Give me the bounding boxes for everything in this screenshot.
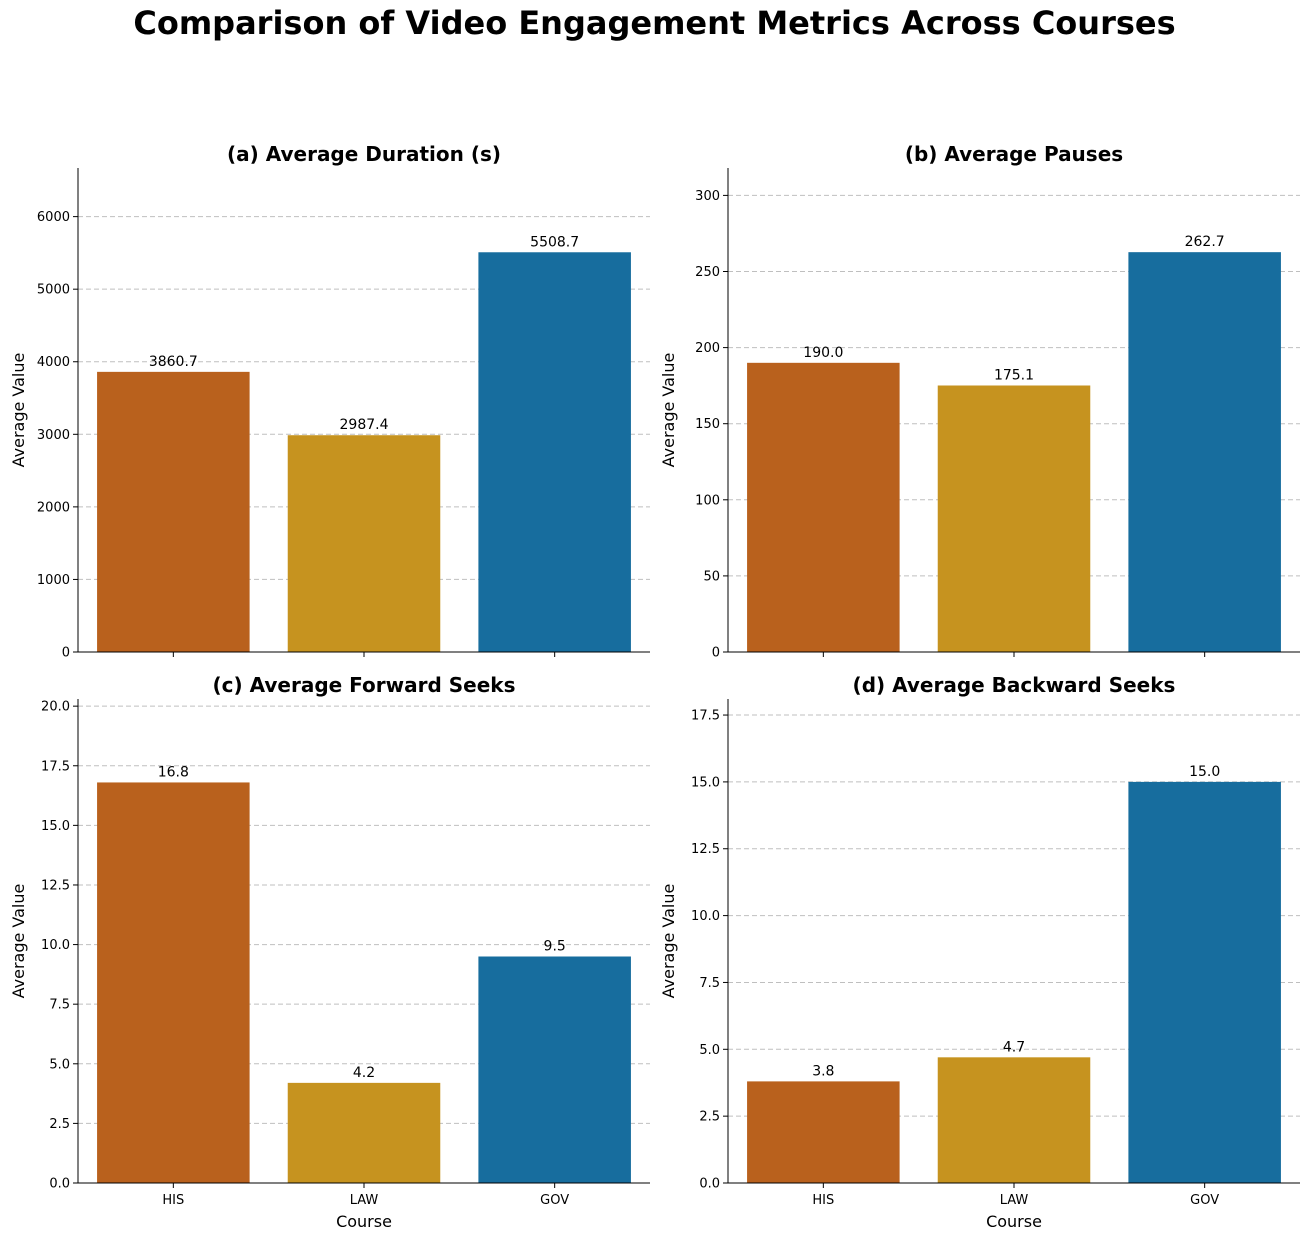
- y-tick-label: 150: [695, 417, 720, 432]
- y-tick-label: 12.5: [41, 878, 70, 893]
- y-tick-label: 100: [695, 493, 720, 508]
- chart-panel-a: 3860.7 2987.4 5508.7 0 1000 2000 3000 4000 5000 6…: [9, 142, 650, 661]
- y-tick-label: 17.5: [41, 759, 70, 774]
- y-axis-label: Average Value: [659, 353, 678, 468]
- y-tick-label: 20.0: [41, 700, 70, 715]
- y-tick-label: 6000: [37, 210, 70, 225]
- bar-gov: [1128, 252, 1281, 652]
- data-label-gov: 15.0: [1189, 764, 1220, 780]
- y-tick-label: 250: [695, 265, 720, 280]
- data-label-gov: 9.5: [544, 938, 566, 954]
- y-tick-label: 10.0: [691, 909, 720, 924]
- data-label-law: 4.7: [1003, 1039, 1025, 1055]
- data-label-law: 2987.4: [340, 417, 389, 433]
- y-tick-label: 0.0: [49, 1177, 70, 1192]
- y-tick-label: 4000: [37, 355, 70, 370]
- data-label-law: 4.2: [353, 1065, 375, 1081]
- y-tick-label: 7.5: [699, 976, 720, 991]
- x-axis-label: Course: [986, 1212, 1042, 1231]
- y-tick-label: 0.0: [699, 1177, 720, 1192]
- x-tick-label: HIS: [812, 1193, 834, 1208]
- bar-law: [937, 385, 1091, 652]
- y-tick-label: 2000: [37, 500, 70, 515]
- x-tick-label: GOV: [540, 1193, 569, 1208]
- y-tick-label: 3000: [37, 428, 70, 443]
- chart-panel-b: 190.0 175.1 262.7 0 50 100 150 200 250 300 (b) Ave…: [659, 142, 1300, 661]
- data-label-law: 175.1: [994, 367, 1034, 383]
- x-tick-label: GOV: [1190, 1193, 1219, 1208]
- y-tick-label: 5000: [37, 283, 70, 298]
- bar-his: [747, 1081, 900, 1183]
- y-tick-label: 200: [695, 341, 720, 356]
- y-tick-label: 300: [695, 189, 720, 204]
- panel-title: (b) Average Pauses: [905, 142, 1123, 166]
- y-tick-label: 5.0: [49, 1057, 70, 1072]
- bar-gov: [1128, 781, 1281, 1183]
- y-tick-label: 15.0: [691, 775, 720, 790]
- y-axis-label: Average Value: [659, 884, 678, 999]
- y-tick-label: 15.0: [41, 819, 70, 834]
- y-tick-label: 2.5: [699, 1110, 720, 1125]
- x-axis-label: Course: [336, 1212, 392, 1231]
- y-tick-label: 5.0: [699, 1043, 720, 1058]
- panel-title: (a) Average Duration (s): [227, 142, 501, 166]
- panel-title: (c) Average Forward Seeks: [213, 673, 516, 697]
- data-label-his: 3860.7: [149, 354, 198, 370]
- y-tick-label: 7.5: [49, 998, 70, 1013]
- bar-law: [287, 435, 441, 652]
- data-label-gov: 5508.7: [530, 234, 579, 250]
- y-tick-label: 0: [712, 646, 720, 661]
- y-tick-label: 12.5: [691, 842, 720, 857]
- bar-his: [97, 782, 250, 1183]
- y-tick-label: 1000: [37, 573, 70, 588]
- bar-his: [97, 371, 250, 652]
- x-tick-label: LAW: [350, 1193, 379, 1208]
- bar-law: [937, 1057, 1091, 1183]
- bar-gov: [478, 956, 631, 1183]
- data-label-his: 16.8: [158, 764, 189, 780]
- x-tick-label: LAW: [1000, 1193, 1029, 1208]
- y-axis-label: Average Value: [9, 884, 28, 999]
- y-axis-label: Average Value: [9, 353, 28, 468]
- y-tick-label: 17.5: [691, 709, 720, 724]
- x-tick-label: HIS: [162, 1193, 184, 1208]
- bar-gov: [478, 252, 631, 652]
- y-tick-label: 50: [703, 569, 720, 584]
- bar-law: [287, 1082, 441, 1183]
- chart-panel-c: 16.8 4.2 9.5 0.0 2.5 5.0 7.5 10.0 12.5 15.0 17.5 20…: [9, 673, 650, 1231]
- data-label-gov: 262.7: [1185, 234, 1225, 250]
- chart-panel-d: 3.8 4.7 15.0 0.0 2.5 5.0 7.5 10.0 12.5 15.0 17.5 HI…: [659, 673, 1300, 1231]
- y-tick-label: 2.5: [49, 1117, 70, 1132]
- y-tick-label: 0: [62, 646, 70, 661]
- data-label-his: 3.8: [812, 1063, 834, 1079]
- figure-title: Comparison of Video Engagement Metrics A…: [133, 4, 1176, 42]
- data-label-his: 190.0: [803, 345, 843, 361]
- panel-title: (d) Average Backward Seeks: [853, 673, 1176, 697]
- y-tick-label: 10.0: [41, 938, 70, 953]
- bar-his: [747, 362, 900, 652]
